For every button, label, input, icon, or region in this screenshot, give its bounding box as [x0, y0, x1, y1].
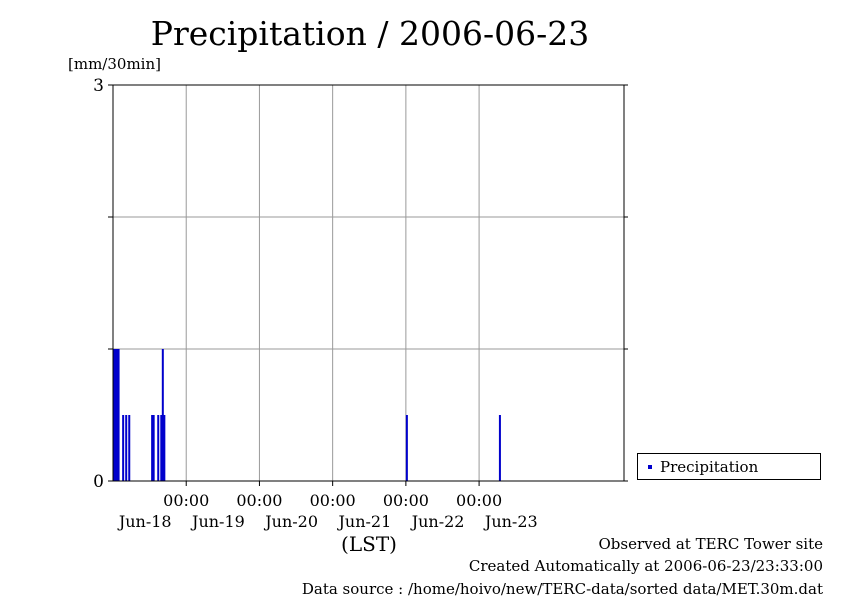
- legend-swatch-precipitation: [648, 465, 652, 469]
- y-axis-unit: [mm/30min]: [68, 55, 161, 73]
- precipitation-bar: [116, 349, 119, 481]
- legend-label-precipitation: Precipitation: [660, 458, 759, 476]
- x-tick-date-label: Jun-23: [483, 512, 538, 531]
- x-axis-unit: (LST): [341, 532, 397, 556]
- precipitation-bar: [113, 349, 115, 481]
- plot-frame: [112, 84, 625, 482]
- x-tick-time-label: 00:00: [310, 491, 356, 510]
- x-tick-time-label: 00:00: [383, 491, 429, 510]
- footer-observed: Observed at TERC Tower site: [598, 535, 823, 553]
- precipitation-bar: [117, 349, 120, 481]
- precipitation-bar: [161, 349, 164, 481]
- x-tick-date-label: Jun-18: [117, 512, 172, 531]
- precipitation-bar: [114, 349, 117, 481]
- chart-title: Precipitation / 2006-06-23: [150, 14, 590, 53]
- precipitation-bar: [157, 415, 160, 481]
- precipitation-bar: [152, 415, 155, 481]
- y-tick-label: 3: [93, 76, 104, 96]
- precipitation-bar: [405, 415, 408, 481]
- x-tick-time-label: 00:00: [456, 491, 502, 510]
- precipitation-bar: [160, 415, 163, 481]
- x-tick-time-label: 00:00: [163, 491, 209, 510]
- x-tick-date-label: Jun-20: [263, 512, 318, 531]
- precipitation-bar: [122, 415, 125, 481]
- precipitation-bar: [498, 415, 501, 481]
- y-tick-label: 0: [93, 472, 104, 492]
- precipitation-bar: [151, 415, 154, 481]
- precipitation-bar: [128, 415, 131, 481]
- precipitation-bar: [163, 415, 166, 481]
- footer-created: Created Automatically at 2006-06-23/23:3…: [468, 557, 823, 575]
- x-tick-date-label: Jun-19: [190, 512, 245, 531]
- precipitation-bar: [125, 415, 128, 481]
- x-tick-date-label: Jun-21: [336, 512, 391, 531]
- footer-source: Data source : /home/hoivo/new/TERC-data/…: [301, 580, 823, 598]
- legend: Precipitation: [637, 453, 821, 480]
- x-tick-time-label: 00:00: [236, 491, 282, 510]
- x-tick-date-label: Jun-22: [410, 512, 465, 531]
